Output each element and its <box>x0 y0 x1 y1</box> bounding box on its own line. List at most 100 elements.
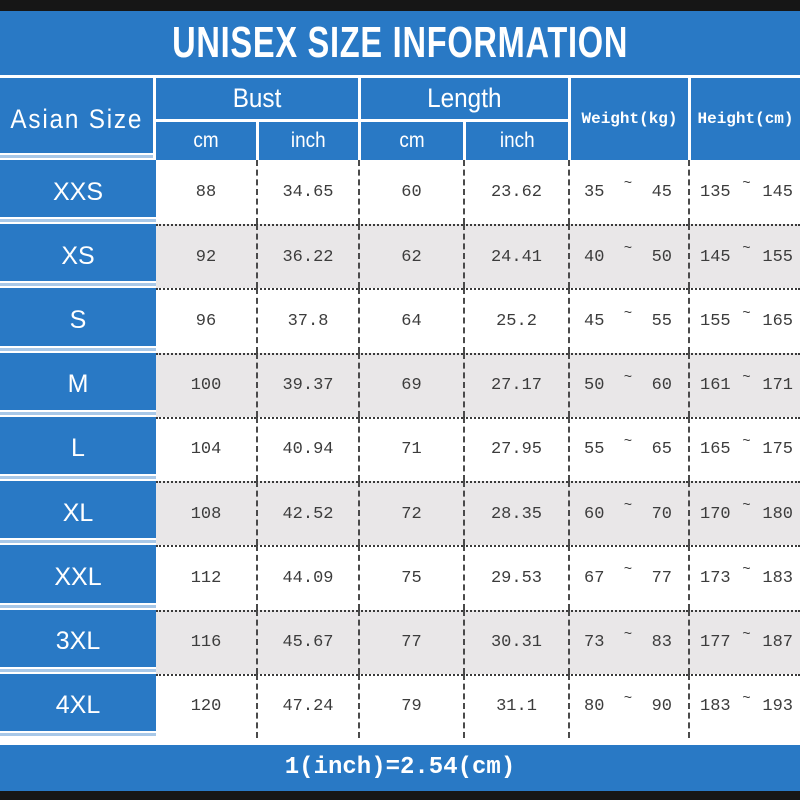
table-body: XXS 88 34.65 60 23.62 35 ~45 135 ~145 XS 92 36.22 62… <box>0 160 800 739</box>
weight-range-cell: 35 ~45 <box>568 160 688 225</box>
asian-size-label: Asian Size <box>10 103 143 134</box>
length-inch-cell: 25.2 <box>463 288 568 353</box>
height-min-value: 161 <box>700 376 731 396</box>
bust-cm-cell: 92 <box>156 224 256 289</box>
length-inch-cell: 23.62 <box>463 160 568 225</box>
weight-range-cell: 67 ~77 <box>568 545 688 610</box>
height-min-value: 177 <box>700 633 731 653</box>
table-header: Asian Size Bust Length cm inch cm inch W… <box>0 78 800 160</box>
weight-range-cell: 60 ~70 <box>568 481 688 546</box>
tilde-separator: ~ <box>623 433 633 450</box>
length-cm-label: cm <box>399 129 425 152</box>
tilde-separator: ~ <box>623 498 633 515</box>
footer-gap <box>0 737 800 745</box>
bust-inch-label: inch <box>291 129 326 152</box>
bust-inch-cell: 42.52 <box>256 481 358 546</box>
bust-cm-cell: 112 <box>156 545 256 610</box>
height-max-value: 180 <box>762 504 793 524</box>
weight-range-cell: 55 ~65 <box>568 416 688 482</box>
size-label-cell: 4XL <box>0 673 156 739</box>
bust-cm-cell: 104 <box>156 416 256 482</box>
height-range-cell: 183 ~193 <box>688 673 800 738</box>
length-inch-cell: 29.53 <box>463 545 568 610</box>
length-cm-header: cm <box>358 122 463 160</box>
length-cm-cell: 62 <box>358 224 463 289</box>
weight-range-cell: 80 ~90 <box>568 673 688 738</box>
length-cm-cell: 77 <box>358 609 463 674</box>
height-range-cell: 165 ~175 <box>688 416 800 482</box>
length-inch-header: inch <box>463 122 568 160</box>
size-label-cell: M <box>0 352 156 418</box>
bust-inch-cell: 45.67 <box>256 609 358 674</box>
height-max-value: 145 <box>762 182 793 202</box>
height-min-value: 170 <box>700 504 731 524</box>
bust-inch-header: inch <box>256 122 358 160</box>
size-label-cell: S <box>0 288 156 353</box>
length-group-header: Length <box>358 78 568 122</box>
weight-max-value: 77 <box>651 568 672 588</box>
length-inch-cell: 27.17 <box>463 352 568 417</box>
height-min-value: 173 <box>700 568 731 588</box>
weight-max-value: 65 <box>651 440 672 460</box>
tilde-separator: ~ <box>742 176 751 193</box>
height-min-value: 155 <box>700 312 731 332</box>
tilde-separator: ~ <box>742 433 751 450</box>
length-inch-label: inch <box>499 129 535 152</box>
weight-min-value: 35 <box>584 182 605 202</box>
weight-range-cell: 50 ~60 <box>568 352 688 417</box>
tilde-separator: ~ <box>623 562 633 579</box>
length-cm-cell: 72 <box>358 481 463 546</box>
size-label-cell: XS <box>0 224 156 289</box>
tilde-separator: ~ <box>623 176 633 193</box>
bottom-border-bar <box>0 790 800 800</box>
bust-group-header: Bust <box>156 78 358 122</box>
size-label-cell: XXL <box>0 545 156 610</box>
length-inch-cell: 31.1 <box>463 673 568 738</box>
height-range-cell: 161 ~171 <box>688 352 800 417</box>
weight-max-value: 55 <box>651 312 672 332</box>
length-inch-cell: 28.35 <box>463 481 568 546</box>
bust-inch-cell: 36.22 <box>256 224 358 289</box>
bust-inch-cell: 44.09 <box>256 545 358 610</box>
weight-max-value: 70 <box>651 504 672 524</box>
tilde-separator: ~ <box>623 369 633 386</box>
height-range-cell: 155 ~165 <box>688 288 800 353</box>
height-max-value: 171 <box>762 376 793 396</box>
length-cm-cell: 71 <box>358 416 463 482</box>
weight-min-value: 55 <box>584 440 605 460</box>
length-cm-cell: 64 <box>358 288 463 353</box>
bust-cm-cell: 120 <box>156 673 256 738</box>
tilde-separator: ~ <box>623 690 633 707</box>
height-max-value: 165 <box>762 312 793 332</box>
length-inch-cell: 24.41 <box>463 224 568 289</box>
weight-min-value: 50 <box>584 376 605 396</box>
weight-max-value: 50 <box>651 247 672 267</box>
bust-cm-header: cm <box>156 122 256 160</box>
tilde-separator: ~ <box>742 626 751 643</box>
bust-inch-cell: 40.94 <box>256 416 358 482</box>
length-inch-cell: 30.31 <box>463 609 568 674</box>
height-min-value: 183 <box>700 697 731 717</box>
size-label-cell: XXS <box>0 160 156 225</box>
length-cm-cell: 79 <box>358 673 463 738</box>
bust-label: Bust <box>232 83 282 113</box>
weight-min-value: 73 <box>584 633 605 653</box>
height-min-value: 165 <box>700 440 731 460</box>
height-range-cell: 170 ~180 <box>688 481 800 546</box>
tilde-separator: ~ <box>742 562 751 579</box>
size-label-cell: XL <box>0 481 156 546</box>
weight-range-cell: 45 ~55 <box>568 288 688 353</box>
size-label-cell: 3XL <box>0 609 156 674</box>
bust-inch-cell: 34.65 <box>256 160 358 225</box>
tilde-separator: ~ <box>742 369 751 386</box>
weight-range-cell: 73 ~83 <box>568 609 688 674</box>
page-title: UNISEX SIZE INFORMATION <box>171 18 629 67</box>
height-min-value: 135 <box>700 182 731 202</box>
height-range-cell: 173 ~183 <box>688 545 800 610</box>
tilde-separator: ~ <box>742 498 751 515</box>
length-cm-cell: 60 <box>358 160 463 225</box>
tilde-separator: ~ <box>742 241 751 258</box>
footer-bar: 1(inch)=2.54(cm) <box>0 744 800 791</box>
weight-max-value: 90 <box>651 697 672 717</box>
weight-min-value: 45 <box>584 312 605 332</box>
